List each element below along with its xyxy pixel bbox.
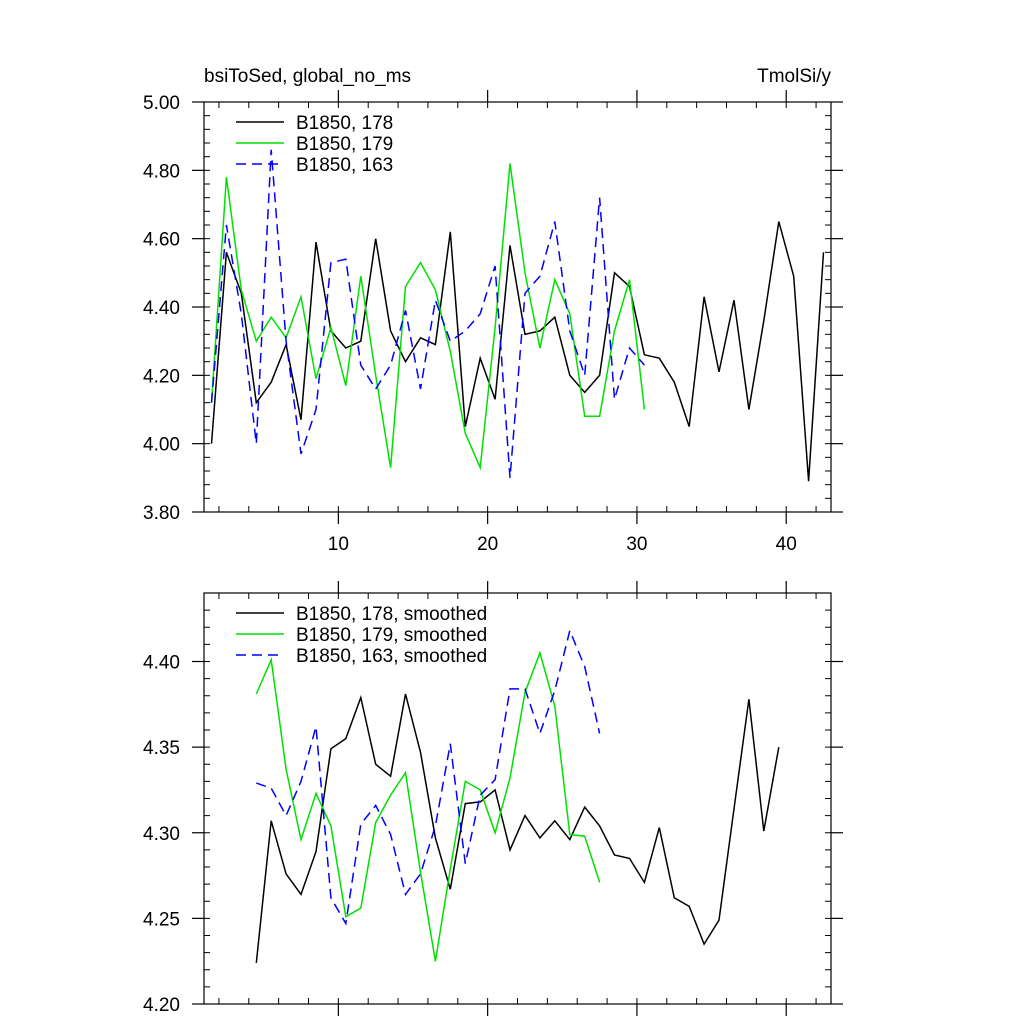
y-tick-label: 4.40 <box>143 653 180 674</box>
y-tick-label: 4.20 <box>143 995 180 1016</box>
legend-label: B1850, 163 <box>296 155 393 176</box>
x-tick-label: 10 <box>328 534 349 555</box>
y-tick-label: 3.80 <box>143 503 180 524</box>
y-tick-label: 4.35 <box>143 738 180 759</box>
y-tick-label: 4.80 <box>143 161 180 182</box>
y-tick-label: 4.20 <box>143 366 180 387</box>
y-tick-label: 5.00 <box>143 93 180 114</box>
y-tick-label: 4.00 <box>143 435 180 456</box>
legend-label: B1850, 163, smoothed <box>296 646 487 667</box>
series-line <box>255 693 780 963</box>
series-line <box>210 221 825 482</box>
x-tick-label: 20 <box>477 534 498 555</box>
y-tick-label: 4.60 <box>143 230 180 251</box>
x-tick-label: 30 <box>626 534 647 555</box>
series-line <box>210 149 645 478</box>
legend-label: B1850, 178 <box>296 113 393 134</box>
legend-label: B1850, 178, smoothed <box>296 604 487 625</box>
top-panel: 10 20 30 40 3.80 4.00 4.20 4.40 4.60 4.80 5.00 bsiT… <box>143 66 843 555</box>
series-line <box>256 628 601 926</box>
chart-title-right: TmolSi/y <box>757 66 831 87</box>
series-line <box>210 163 646 471</box>
bottom-panel: 4.20 4.25 4.30 4.35 4.40 B1850, 178, smoothed… <box>143 581 843 1016</box>
legend-label: B1850, 179, smoothed <box>296 625 487 646</box>
legend-label: B1850, 179 <box>296 134 393 155</box>
x-tick-label: 40 <box>776 534 797 555</box>
series-line <box>255 650 601 962</box>
y-tick-label: 4.40 <box>143 298 180 319</box>
y-tick-label: 4.30 <box>143 824 180 845</box>
y-tick-label: 4.25 <box>143 909 180 930</box>
chart-title-left: bsiToSed, global_no_ms <box>204 66 411 87</box>
